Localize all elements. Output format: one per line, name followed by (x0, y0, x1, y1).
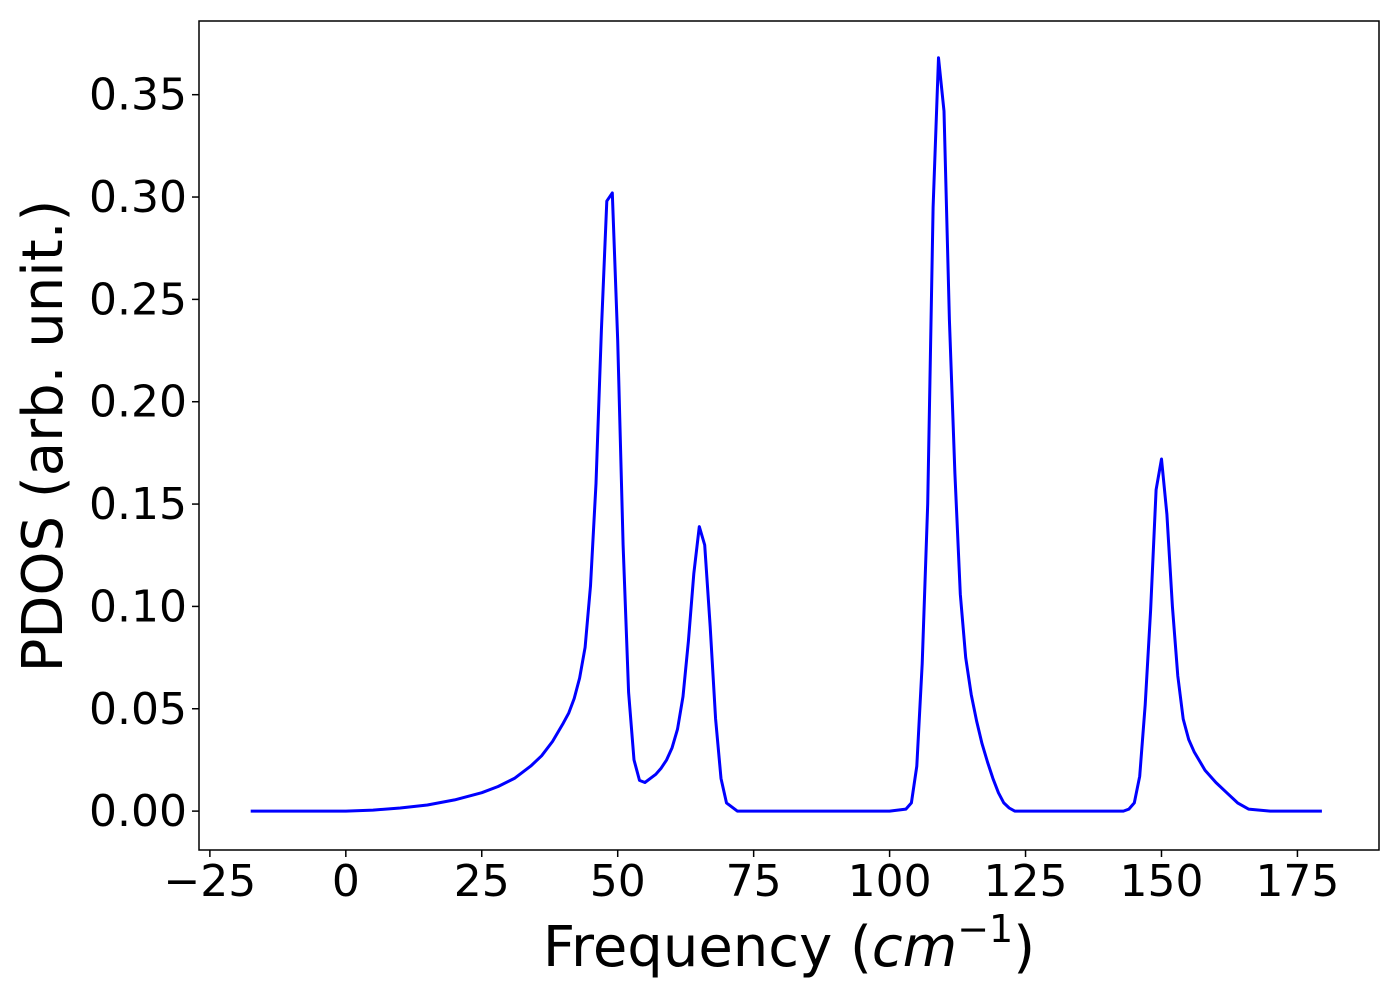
y-axis-label: PDOS (arb. unit.) (11, 200, 76, 673)
x-tick-label: 125 (984, 856, 1068, 907)
x-tick-label: 150 (1119, 856, 1203, 907)
y-tick-label: 0.25 (89, 274, 187, 325)
y-tick-label: 0.30 (89, 172, 187, 223)
x-axis-label-exponent: −1 (957, 907, 1013, 951)
y-tick-label: 0.10 (89, 581, 187, 632)
y-tick-label: 0.20 (89, 377, 187, 428)
y-tick-label: 0.15 (89, 479, 187, 530)
x-axis-label-text: Frequency (543, 915, 832, 980)
x-tick-label: −25 (163, 856, 256, 907)
x-tick-label: 100 (848, 856, 932, 907)
y-axis-ticks: 0.00 0.05 0.10 0.15 0.20 0.25 0.30 0.35 (89, 70, 199, 837)
x-axis-label-close: ) (1013, 915, 1035, 980)
x-tick-label: 0 (332, 856, 360, 907)
x-tick-label: 175 (1255, 856, 1339, 907)
y-tick-label: 0.05 (89, 684, 187, 735)
x-tick-label: 50 (590, 856, 646, 907)
x-axis-ticks: −25 0 25 50 75 100 125 150 175 (163, 850, 1339, 907)
y-tick-label: 0.00 (89, 786, 187, 837)
series-lines (250, 56, 1322, 813)
plot-area-frame (198, 20, 1380, 851)
x-tick-label: 75 (726, 856, 782, 907)
y-tick-label: 0.35 (89, 70, 187, 121)
x-axis-label-unit: cm (872, 915, 957, 980)
pdos-series-line (250, 56, 1322, 813)
x-axis-label: Frequency (cm−1) (543, 907, 1035, 980)
x-tick-label: 25 (454, 856, 510, 907)
